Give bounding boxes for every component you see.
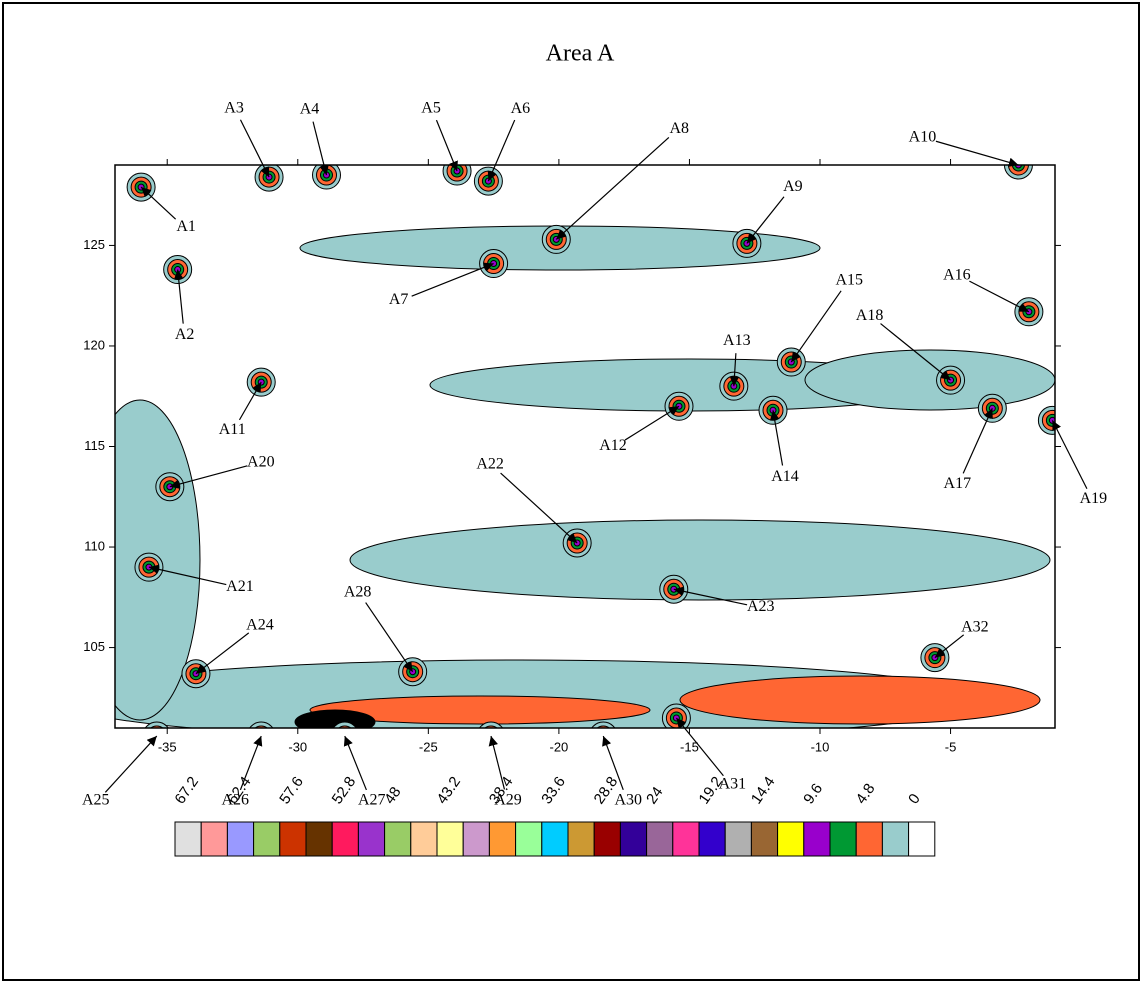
annotation-label: A24	[246, 616, 274, 633]
annotation-label: A21	[226, 578, 254, 595]
y-tick-label: 120	[83, 337, 105, 352]
colorbar-swatch	[620, 822, 646, 856]
x-tick-label: -20	[549, 739, 568, 754]
annotation-label: A3	[224, 100, 244, 117]
y-tick-label: 105	[83, 639, 105, 654]
colorbar-swatch	[751, 822, 777, 856]
contour-fill	[350, 520, 1050, 600]
colorbar-swatch	[385, 822, 411, 856]
annotation-label: A4	[300, 101, 320, 118]
annotation-label: A10	[909, 129, 937, 146]
annotation-label: A32	[961, 618, 989, 635]
colorbar-swatch	[778, 822, 804, 856]
colorbar-swatch	[568, 822, 594, 856]
annotation-label: A16	[943, 266, 971, 283]
colorbar-swatch	[463, 822, 489, 856]
colorbar-swatch	[254, 822, 280, 856]
annotation-label: A22	[476, 456, 504, 473]
annotation-label: A30	[614, 792, 642, 809]
annotation-label: A17	[944, 475, 972, 492]
colorbar-swatch	[647, 822, 673, 856]
colorbar-swatch	[594, 822, 620, 856]
x-tick-label: -35	[158, 739, 177, 754]
colorbar-swatch	[830, 822, 856, 856]
annotation-label: A13	[723, 332, 751, 349]
colorbar-swatch	[201, 822, 227, 856]
annotation-label: A12	[599, 437, 627, 454]
colorbar-swatch	[856, 822, 882, 856]
colorbar-swatch	[280, 822, 306, 856]
annotation-label: A28	[344, 583, 372, 600]
annotation-label: A5	[421, 100, 441, 117]
colorbar-swatch	[175, 822, 201, 856]
annotation-label: A15	[835, 272, 863, 289]
contour-layer	[60, 151, 1066, 750]
annotation-label: A23	[747, 598, 775, 615]
annotation-label: A7	[389, 291, 409, 308]
colorbar-swatch	[804, 822, 830, 856]
colorbar-swatch	[542, 822, 568, 856]
colorbar-swatch	[306, 822, 332, 856]
x-tick-label: -30	[288, 739, 307, 754]
y-tick-label: 110	[84, 538, 105, 553]
annotation-label: A19	[1080, 490, 1108, 507]
annotation-label: A1	[176, 218, 196, 235]
x-tick-label: -10	[811, 739, 830, 754]
annotation-label: A27	[358, 792, 386, 809]
annotation-label: A9	[783, 178, 803, 195]
y-tick-label: 125	[83, 237, 105, 252]
annotation-label: A8	[669, 120, 689, 137]
y-tick-label: 115	[84, 438, 105, 453]
annotation-label: A6	[511, 100, 531, 117]
x-tick-label: -5	[945, 739, 957, 754]
colorbar-swatch	[673, 822, 699, 856]
colorbar-swatch	[725, 822, 751, 856]
colorbar-swatch	[332, 822, 358, 856]
annotation-label: A2	[175, 326, 195, 343]
colorbar-swatch	[699, 822, 725, 856]
colorbar-swatch	[882, 822, 908, 856]
chart-title: Area A	[546, 41, 615, 67]
colorbar-swatch	[909, 822, 935, 856]
colorbar-swatch	[437, 822, 463, 856]
colorbar-swatch	[358, 822, 384, 856]
annotation-label: A20	[247, 453, 275, 470]
x-tick-label: -25	[419, 739, 438, 754]
colorbar-swatch	[227, 822, 253, 856]
contour-fill	[805, 350, 1055, 410]
page: {"chart_data": { "type": "contour", "tit…	[0, 0, 1143, 984]
chart: Area A -35-30-25-20-15-10-51051101151201…	[0, 0, 1143, 984]
annotation-label: A11	[219, 421, 246, 438]
colorbar-swatch	[516, 822, 542, 856]
contour-fill	[680, 676, 1040, 724]
colorbar-swatch	[489, 822, 515, 856]
colorbar-swatch	[411, 822, 437, 856]
annotation-label: A14	[771, 468, 799, 485]
annotation-label: A25	[82, 792, 110, 809]
annotation-label: A18	[856, 307, 884, 324]
